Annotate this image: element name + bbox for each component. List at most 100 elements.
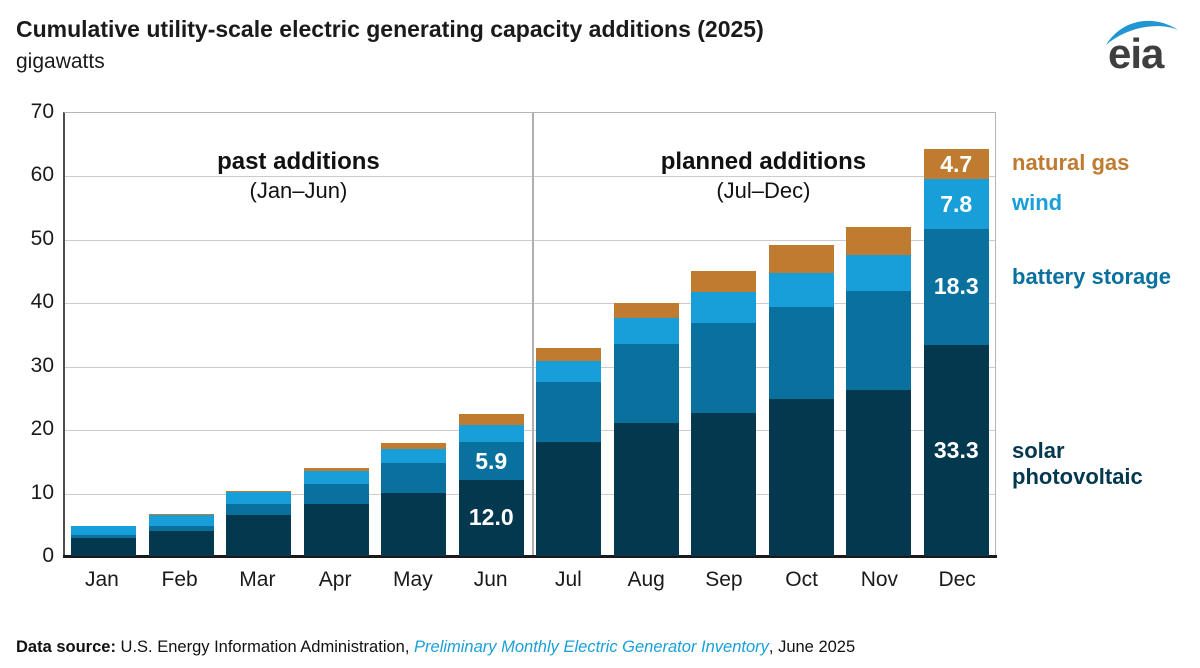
bar-nov — [846, 227, 912, 556]
bar-oct-segment-solar-photovoltaic — [768, 399, 834, 556]
section-header-planned-label: planned additions — [660, 148, 867, 175]
section-header-past-label: past additions — [217, 148, 380, 175]
bar-oct-segment-battery-storage — [768, 307, 834, 400]
gridline-60 — [65, 176, 995, 178]
bar-may-segment-solar-photovoltaic — [381, 493, 447, 556]
bar-sep-segment-battery-storage — [691, 322, 757, 414]
eia-logo-swoosh-icon — [1106, 20, 1178, 45]
bar-slot-jul — [530, 113, 608, 556]
bar-dec-segment-solar-photovoltaic: 33.3 — [923, 344, 989, 556]
chart-units-label: gigawatts — [16, 50, 105, 73]
bar-apr-segment-natural-gas — [303, 467, 369, 472]
bar-jan-segment-wind — [71, 526, 137, 536]
bar-jun: 12.0 5.9 — [458, 413, 524, 556]
section-header-planned-range: (Jul–Dec) — [716, 178, 811, 203]
legend-item-natural-gas: natural gas — [1012, 150, 1130, 175]
bar-may-segment-wind — [381, 449, 447, 464]
bar-slot-sep — [685, 113, 763, 556]
x-tick-sep: Sep — [705, 568, 743, 591]
x-tick-may: May — [393, 568, 433, 591]
bar-feb-segment-natural-gas — [148, 513, 214, 515]
value-label-jun-solar-photovoltaic: 12.0 — [468, 504, 514, 531]
bar-mar-segment-battery-storage — [226, 504, 292, 516]
bar-oct-segment-natural-gas — [768, 244, 834, 273]
bar-slot-jan — [65, 113, 143, 556]
bar-sep-segment-natural-gas — [691, 271, 757, 292]
bar-feb-segment-battery-storage — [148, 526, 214, 531]
bar-apr-segment-battery-storage — [303, 483, 369, 504]
value-label-dec-natural-gas: 4.7 — [940, 150, 973, 177]
bar-sep-segment-solar-photovoltaic — [691, 413, 757, 556]
bar-mar-segment-solar-photovoltaic — [226, 515, 292, 556]
bar-aug-segment-wind — [613, 318, 679, 345]
bar-apr-segment-solar-photovoltaic — [303, 504, 369, 556]
bar-jul-segment-wind — [536, 360, 602, 383]
value-label-dec-battery-storage: 18.3 — [933, 273, 979, 300]
gridline-30 — [65, 366, 995, 368]
bar-may-segment-natural-gas — [381, 443, 447, 450]
bar-may-segment-battery-storage — [381, 463, 447, 494]
y-tick-40: 40 — [30, 290, 54, 314]
bar-slot-may — [375, 113, 453, 556]
bar-feb-segment-solar-photovoltaic — [148, 530, 214, 556]
data-source-link[interactable]: Preliminary Monthly Electric Generator I… — [414, 638, 769, 656]
y-tick-60: 60 — [30, 163, 54, 187]
bar-nov-segment-natural-gas — [846, 227, 912, 256]
eia-logo: eia — [1106, 20, 1178, 74]
x-tick-aug: Aug — [627, 568, 665, 591]
bar-mar-segment-natural-gas — [226, 490, 292, 492]
chart-title: Cumulative utility-scale electric genera… — [16, 16, 764, 42]
value-label-dec-solar-photovoltaic: 33.3 — [933, 436, 979, 463]
x-tick-mar: Mar — [239, 568, 276, 591]
bar-slot-aug — [608, 113, 686, 556]
bar-nov-segment-battery-storage — [846, 290, 912, 391]
bar-nov-segment-solar-photovoltaic — [846, 390, 912, 556]
data-source-prefix: Data source: — [16, 638, 116, 656]
gridline-50 — [65, 239, 995, 241]
bar-feb — [148, 513, 214, 556]
x-tick-jul: Jul — [554, 568, 582, 591]
bar-mar — [226, 490, 292, 556]
bar-sep-segment-wind — [691, 291, 757, 323]
bar-mar-segment-wind — [226, 491, 292, 504]
bar-slot-nov — [840, 113, 918, 556]
bar-jun-segment-natural-gas — [458, 413, 524, 426]
bar-jan-segment-solar-photovoltaic — [71, 537, 137, 556]
gridline-20 — [65, 430, 995, 432]
bar-dec-segment-wind: 7.8 — [923, 179, 989, 229]
bar-dec-segment-battery-storage: 18.3 — [923, 228, 989, 345]
x-tick-feb: Feb — [161, 568, 198, 591]
legend-item-solar-photovoltaic: solar photovoltaic — [1012, 438, 1143, 489]
gridline-10 — [65, 493, 995, 495]
bar-oct-segment-wind — [768, 272, 834, 308]
y-tick-20: 20 — [30, 417, 54, 441]
bar-feb-segment-wind — [148, 514, 214, 527]
y-tick-70: 70 — [30, 100, 54, 123]
x-axis-labels: Jan Feb Mar Apr May Jun Jul Aug Sep Oct Nov Dec — [63, 568, 996, 592]
section-header-past: past additions (Jan–Jun) — [138, 147, 458, 206]
section-divider-line — [531, 113, 534, 556]
bar-jul-segment-natural-gas — [536, 347, 602, 361]
bar-aug-segment-natural-gas — [613, 302, 679, 319]
x-tick-oct: Oct — [785, 568, 818, 591]
bar-jan — [71, 526, 137, 556]
bar-jul-segment-solar-photovoltaic — [536, 442, 602, 556]
x-tick-apr: Apr — [318, 568, 352, 591]
bar-oct — [768, 244, 834, 556]
value-label-dec-wind: 7.8 — [940, 190, 973, 217]
bar-series-container: 12.0 5.9 33.3 18.3 7.8 4.7 — [65, 113, 995, 556]
data-source-suffix: , June 2025 — [768, 638, 856, 656]
data-source-note: Data source: U.S. Energy Information Adm… — [16, 638, 855, 657]
y-tick-0: 0 — [42, 544, 54, 567]
x-axis-line — [63, 555, 997, 558]
bar-jul — [536, 347, 602, 556]
x-tick-jan: Jan — [84, 568, 119, 591]
x-tick-jun: Jun — [473, 568, 508, 591]
bar-may — [381, 443, 447, 556]
legend-item-battery-storage: battery storage — [1012, 264, 1171, 289]
x-tick-dec: Dec — [938, 568, 976, 591]
bar-dec-segment-natural-gas: 4.7 — [923, 149, 989, 180]
bar-jun-segment-solar-photovoltaic: 12.0 — [458, 479, 524, 556]
bar-aug — [613, 302, 679, 556]
